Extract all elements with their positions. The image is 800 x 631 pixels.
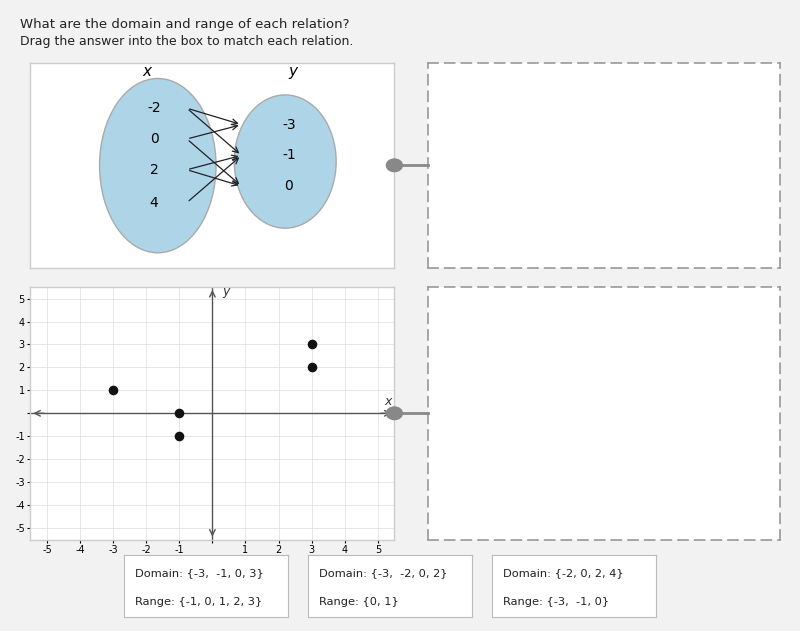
Text: 2: 2 bbox=[150, 163, 158, 177]
Text: y: y bbox=[288, 64, 297, 79]
Point bbox=[173, 431, 186, 441]
Text: x: x bbox=[142, 64, 151, 79]
Text: 0: 0 bbox=[150, 132, 158, 146]
Text: 4: 4 bbox=[150, 196, 158, 209]
Text: -3: -3 bbox=[282, 117, 296, 132]
Text: 0: 0 bbox=[285, 179, 294, 193]
Text: Range: {0, 1}: Range: {0, 1} bbox=[319, 597, 399, 606]
Point bbox=[306, 362, 318, 372]
Text: -1: -1 bbox=[282, 148, 296, 162]
Text: Range: {-3,  -1, 0}: Range: {-3, -1, 0} bbox=[503, 597, 610, 606]
Point bbox=[306, 339, 318, 350]
Text: x: x bbox=[384, 395, 391, 408]
Text: What are the domain and range of each relation?: What are the domain and range of each re… bbox=[20, 18, 350, 31]
Text: -2: -2 bbox=[147, 101, 161, 115]
Text: Domain: {-2, 0, 2, 4}: Domain: {-2, 0, 2, 4} bbox=[503, 568, 624, 577]
Text: Domain: {-3,  -1, 0, 3}: Domain: {-3, -1, 0, 3} bbox=[135, 568, 264, 577]
Text: Range: {-1, 0, 1, 2, 3}: Range: {-1, 0, 1, 2, 3} bbox=[135, 597, 262, 606]
Text: y: y bbox=[222, 285, 230, 298]
Text: Domain: {-3,  -2, 0, 2}: Domain: {-3, -2, 0, 2} bbox=[319, 568, 448, 577]
Text: Drag the answer into the box to match each relation.: Drag the answer into the box to match ea… bbox=[20, 35, 354, 48]
Ellipse shape bbox=[234, 95, 336, 228]
Ellipse shape bbox=[99, 78, 216, 253]
Point bbox=[106, 386, 119, 396]
Point bbox=[173, 408, 186, 418]
